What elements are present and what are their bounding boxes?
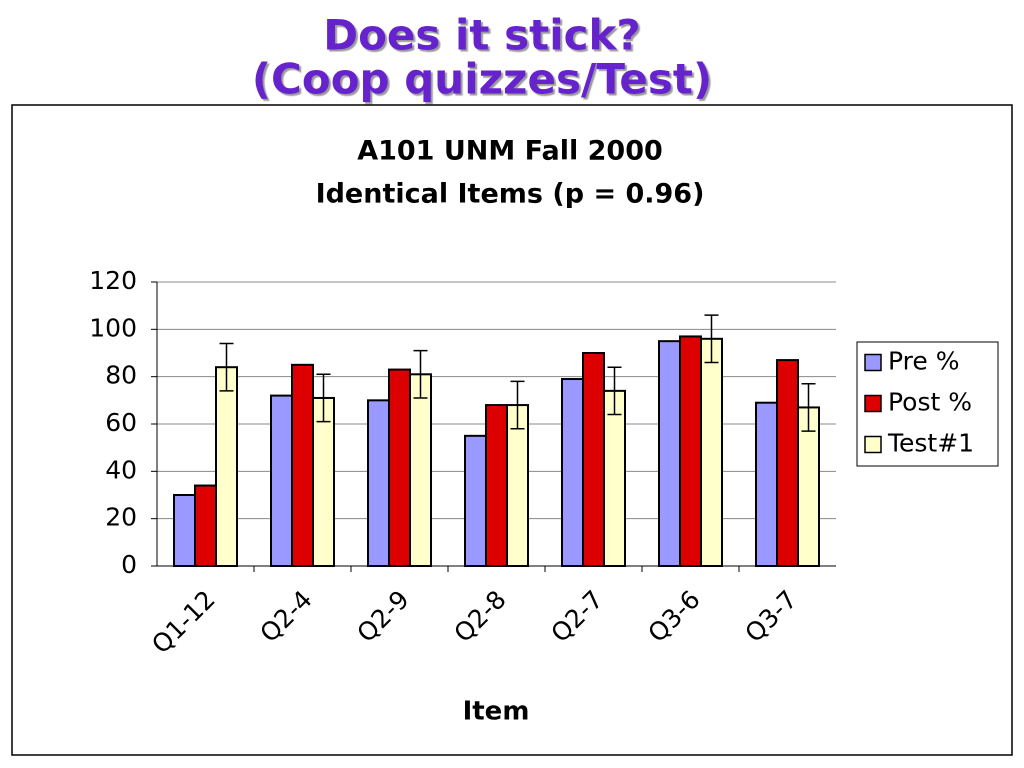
bar xyxy=(700,337,723,567)
error-bar xyxy=(704,314,719,364)
slide-title: (Coop quizzes/Test) xyxy=(252,55,712,104)
bar xyxy=(409,373,432,567)
error-bar-line xyxy=(510,380,525,430)
error-bar xyxy=(219,342,234,392)
error-bar xyxy=(413,349,428,399)
bar xyxy=(312,396,335,568)
slide-title: Does it stick? xyxy=(323,11,641,60)
error-bar-line xyxy=(219,342,234,392)
y-tick-label: 120 xyxy=(89,266,137,295)
bar xyxy=(755,401,778,568)
bar xyxy=(270,394,293,567)
bar xyxy=(776,359,799,567)
error-bar xyxy=(801,383,816,432)
error-bar xyxy=(316,373,331,423)
error-bar xyxy=(607,366,622,416)
bar xyxy=(215,366,238,568)
y-tick-label: 0 xyxy=(121,550,137,579)
y-tick-label: 80 xyxy=(105,361,137,390)
chart-title: A101 UNM Fall 2000 xyxy=(357,136,663,167)
y-tick-label: 100 xyxy=(89,313,137,342)
error-bar-line xyxy=(413,349,428,399)
error-bar-line xyxy=(607,366,622,416)
bar xyxy=(658,340,681,567)
error-bar-line xyxy=(801,383,816,432)
legend-swatch xyxy=(864,435,882,454)
bar xyxy=(194,484,217,567)
error-bar-line xyxy=(316,373,331,423)
legend-swatch xyxy=(864,353,882,372)
bar xyxy=(291,363,314,568)
bar xyxy=(561,378,584,567)
legend-label: Pre % xyxy=(888,347,959,376)
bar xyxy=(679,335,702,567)
bar xyxy=(388,368,411,568)
bar xyxy=(582,352,605,567)
legend-label: Test#1 xyxy=(887,429,974,458)
error-bar xyxy=(510,380,525,430)
chart-title: Identical Items (p = 0.96) xyxy=(316,179,705,210)
bar xyxy=(173,494,196,567)
y-tick-label: 60 xyxy=(105,408,137,437)
bar xyxy=(464,434,487,568)
x-axis-label: Item xyxy=(463,697,530,727)
y-tick-label: 40 xyxy=(105,455,137,484)
bar xyxy=(485,404,508,568)
bar xyxy=(367,399,390,568)
y-tick-label: 20 xyxy=(105,503,137,532)
legend-label: Post % xyxy=(888,388,972,417)
legend-swatch xyxy=(864,394,882,413)
error-bar-line xyxy=(704,314,719,364)
bar xyxy=(603,389,626,567)
